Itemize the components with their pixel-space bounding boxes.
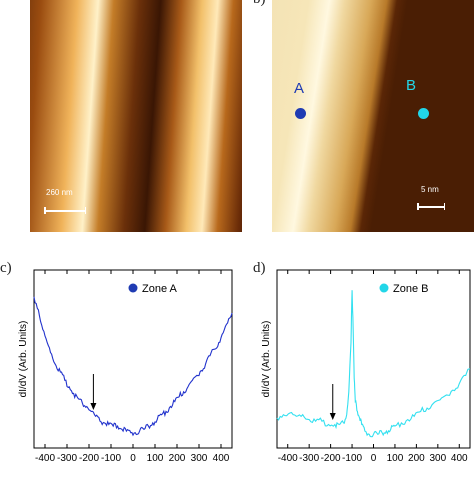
scale-bar-b (417, 203, 445, 209)
x-tick-label: 300 (429, 453, 446, 464)
chart-c: -400 -300 -200 -100 0 100 200 300 400 dI/dV (Arb.… (0, 258, 237, 474)
series-line-zone-a (33, 296, 233, 437)
x-tick-label: 400 (213, 453, 230, 464)
series-line-zone-b (276, 290, 471, 438)
x-tick-label: 100 (387, 453, 404, 464)
plot-frame (33, 269, 233, 449)
arrow-head (329, 413, 336, 420)
x-tick-label: 200 (169, 453, 186, 464)
arrow-head (90, 403, 97, 410)
x-tick-label: 400 (451, 453, 468, 464)
x-tick-label: -400 (278, 453, 298, 464)
x-tick-label: -100 (101, 453, 121, 464)
panel-letter-d: d) (253, 260, 266, 276)
y-axis-label: dI/dV (Arb. Units) (18, 321, 29, 398)
x-tick-label: -300 (299, 453, 319, 464)
scale-label-a: 260 nm (46, 188, 73, 197)
stm-image-a: 260 nm (30, 0, 242, 232)
zone-marker-b (418, 108, 429, 119)
legend-marker (379, 283, 389, 293)
plot-frame (276, 269, 471, 449)
legend-label: Zone B (393, 283, 428, 295)
x-tick-label: -200 (79, 453, 99, 464)
x-tick-label: 100 (147, 453, 164, 464)
zone-label-a: A (294, 80, 305, 97)
panel-letter-c: c) (0, 260, 12, 276)
scale-bar-a (44, 207, 86, 213)
chart-c-svg: -400 -300 -200 -100 0 100 200 300 400 dI/dV (Arb.… (18, 269, 233, 464)
legend-label: Zone A (142, 283, 178, 295)
panel-letter-b: b) (253, 0, 266, 8)
x-tick-label: -300 (57, 453, 77, 464)
x-tick-label: 0 (130, 453, 136, 464)
stm-topography-b (272, 0, 474, 232)
zone-label-b: B (406, 77, 417, 94)
y-axis-label: dI/dV (Arb. Units) (261, 321, 272, 398)
scale-label-b: 5 nm (421, 185, 439, 194)
x-tick-label: -400 (35, 453, 55, 464)
chart-d: -400 -300 -200 -100 0 100 200 300 400 dI/dV (Arb.… (237, 258, 474, 474)
x-tick-label: 200 (408, 453, 425, 464)
x-tick-label: 300 (191, 453, 208, 464)
zone-marker-a (295, 108, 306, 119)
stm-topography-a (30, 0, 242, 232)
x-tick-label: -200 (321, 453, 341, 464)
chart-d-svg: -400 -300 -200 -100 0 100 200 300 400 dI/dV (Arb.… (261, 269, 471, 464)
legend-marker (128, 283, 138, 293)
stm-image-b: A B 5 nm (272, 0, 474, 232)
x-tick-label: -100 (342, 453, 362, 464)
x-tick-label: 0 (371, 453, 377, 464)
